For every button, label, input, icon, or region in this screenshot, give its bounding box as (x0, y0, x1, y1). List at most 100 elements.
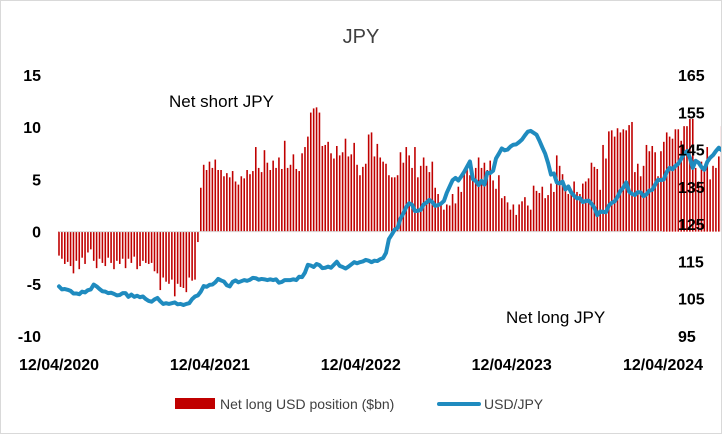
bar (185, 231, 188, 293)
bar (610, 130, 613, 232)
bar (576, 191, 578, 232)
bar (304, 147, 306, 232)
bar (202, 164, 205, 232)
bar (214, 159, 217, 232)
bar (492, 180, 494, 232)
bar (660, 151, 662, 232)
bar (671, 138, 674, 232)
bar (469, 175, 471, 232)
bar (529, 209, 532, 232)
bar (619, 132, 622, 232)
left-axis-tick-label: -5 (27, 277, 41, 294)
bar (657, 176, 659, 232)
bar (593, 166, 596, 232)
bar (188, 231, 191, 278)
bar (541, 186, 544, 232)
bar (448, 205, 451, 232)
bar (642, 165, 645, 232)
bar (223, 176, 225, 232)
bar (582, 183, 584, 232)
bar (269, 170, 272, 232)
bar (532, 185, 535, 232)
bar (208, 161, 211, 232)
bar (518, 204, 520, 232)
bar (694, 167, 697, 232)
bar (275, 167, 277, 232)
bar (712, 165, 714, 232)
bar (168, 231, 170, 284)
bar (176, 231, 179, 284)
bar-series-net-long-usd (58, 107, 721, 297)
bar (95, 231, 98, 269)
bar (197, 231, 199, 243)
bar (130, 231, 133, 263)
bar (191, 231, 193, 281)
bar (668, 136, 671, 232)
bar (63, 231, 66, 264)
bar (260, 172, 263, 232)
x-axis-tick-label: 12/04/2020 (19, 357, 99, 374)
right-axis-tick-label: 95 (678, 329, 696, 346)
bar (411, 167, 413, 232)
bar (324, 144, 327, 232)
bar (104, 231, 107, 267)
bar (240, 176, 243, 232)
bar (211, 167, 214, 232)
bar (680, 140, 682, 232)
bar (301, 153, 303, 232)
bar (278, 157, 280, 232)
bar (512, 204, 515, 232)
bar (451, 194, 454, 232)
bar (309, 112, 312, 232)
bar (700, 161, 703, 232)
bar (194, 231, 196, 280)
bar (677, 129, 680, 232)
bar (402, 162, 405, 232)
bar (443, 209, 445, 232)
bar (145, 231, 147, 263)
bar (555, 155, 558, 232)
bar (113, 231, 115, 270)
bar (336, 145, 338, 232)
bar (393, 177, 396, 232)
bar (364, 163, 367, 232)
legend: Net long USD position ($bn) USD/JPY (175, 396, 544, 412)
legend-bar-swatch (175, 398, 215, 409)
right-axis-tick-label: 155 (678, 105, 705, 122)
bar (486, 170, 489, 232)
bar (246, 170, 248, 232)
bar (596, 168, 599, 232)
bar (477, 157, 480, 232)
bar (379, 157, 382, 232)
bar (703, 167, 706, 232)
bar (321, 145, 324, 232)
bar (116, 231, 118, 261)
bar (315, 107, 318, 232)
bar (460, 191, 463, 232)
bar (654, 152, 656, 232)
bar (92, 231, 95, 261)
bar (356, 164, 358, 232)
bar (718, 156, 720, 232)
left-axis-tick-label: 5 (32, 172, 41, 189)
bar (697, 181, 700, 232)
bar (689, 118, 691, 232)
bar (527, 205, 529, 232)
bar (341, 152, 344, 232)
bar (590, 162, 593, 232)
bar (691, 118, 694, 232)
bar (483, 162, 486, 232)
bar (709, 179, 711, 232)
bar (156, 231, 159, 274)
bar (515, 214, 518, 232)
bar (249, 174, 251, 232)
bar (173, 231, 176, 297)
bar (344, 138, 347, 232)
bar (425, 165, 428, 232)
bar (399, 152, 402, 232)
bar (587, 178, 590, 232)
x-axis-ticks: 12/04/2020 12/04/2021 12/04/2022 12/04/2023… (19, 357, 703, 374)
bar (506, 202, 509, 232)
bar (318, 112, 321, 232)
bar (457, 186, 460, 232)
